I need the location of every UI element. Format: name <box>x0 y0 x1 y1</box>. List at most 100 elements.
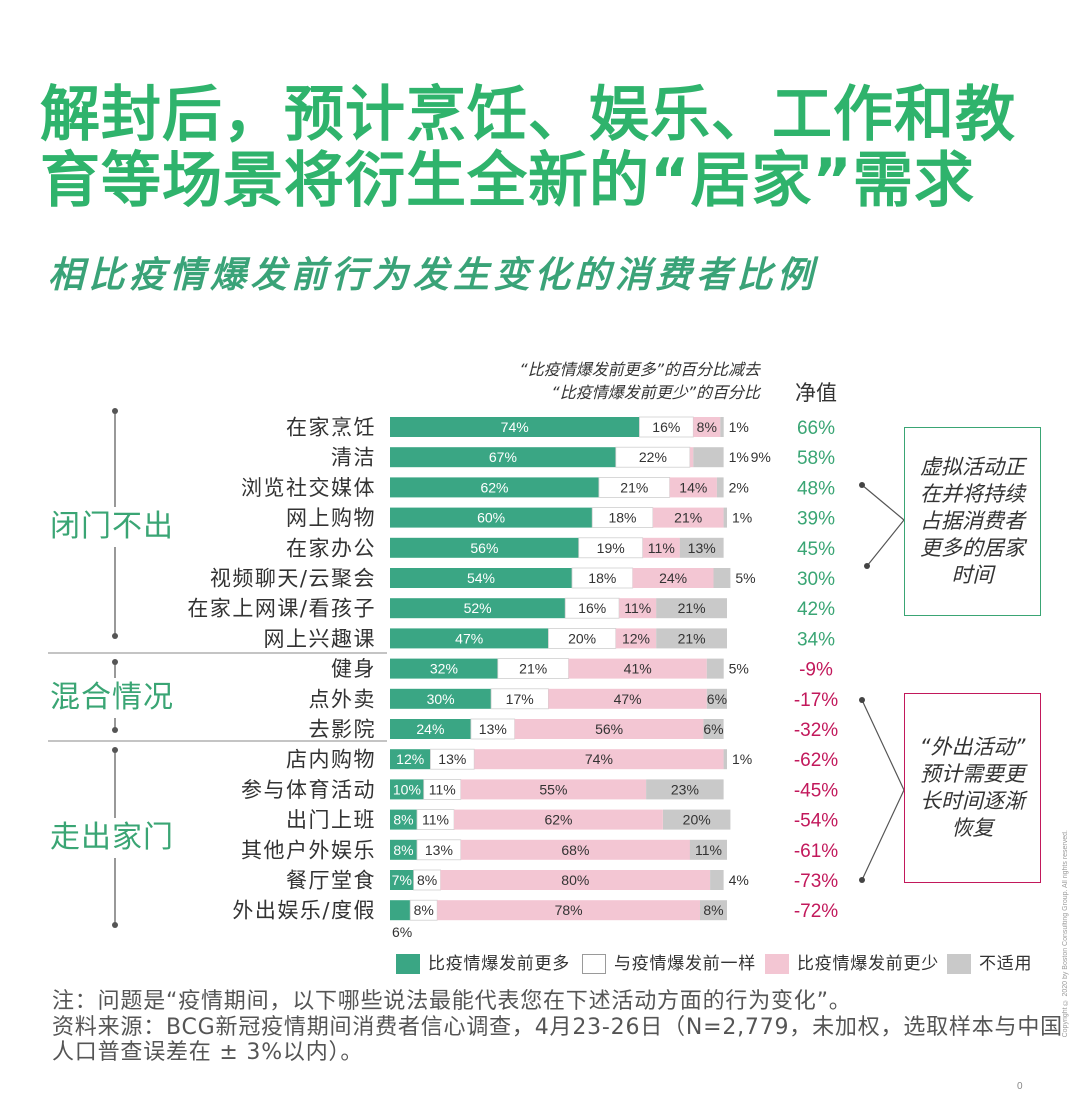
bar-row: 外出娱乐/度假6%8% 78% 8% -72% <box>232 899 838 941</box>
callout-line: 更多的居家 <box>920 536 1025 560</box>
category-label: 餐厅堂食 <box>286 869 376 893</box>
bar-label-more: 54% <box>467 570 495 586</box>
callout-connector <box>861 484 905 567</box>
category-label: 店内购物 <box>286 748 376 772</box>
bar-label-same: 13% <box>425 842 453 858</box>
category-label: 网上购物 <box>286 506 376 530</box>
net-column-header: 净值 <box>795 381 837 405</box>
bar-label-more: 52% <box>464 600 492 616</box>
bar-label-same: 18% <box>588 570 616 586</box>
bar-row: 网上购物 60% 18% 21% 1% 39% <box>286 506 835 530</box>
legend-label-same: 与疫情爆发前一样 <box>614 954 756 974</box>
bar-label-same: 17% <box>506 691 534 707</box>
category-label: 网上兴趣课 <box>264 627 377 651</box>
bar-label-same: 22% <box>639 449 667 465</box>
callout-line: 预计需要更 <box>920 762 1025 786</box>
legend-label-more: 比疫情爆发前更多 <box>428 954 570 974</box>
bar-segment-na <box>646 779 724 800</box>
bar-segment-na <box>663 809 731 830</box>
bar-row: 其他户外娱乐 8% 13% 68% 11% -61% <box>241 838 838 862</box>
connector-dot <box>859 697 865 703</box>
callout-outdoor-recovery: “外出活动” 预计需要更 长时间逐渐 恢复 <box>904 693 1041 883</box>
connector-dot <box>864 563 870 569</box>
bar-segment-na <box>656 598 727 619</box>
bar-segment-na <box>679 537 724 558</box>
bar-segment-more <box>390 598 566 619</box>
net-value-label: 30% <box>797 569 835 590</box>
group-bracket-dot <box>112 747 118 753</box>
bar-label-na: 20% <box>683 812 711 828</box>
bar-segment-less <box>514 719 704 739</box>
group-label-mixed: 混合情况 <box>50 678 174 718</box>
bar-label-more: 12% <box>396 751 424 767</box>
bar-segment-less <box>440 870 711 890</box>
bar-row: 网上兴趣课 47% 20% 12% 21% 34% <box>264 627 836 651</box>
bar-segment-less <box>460 839 690 860</box>
bar-label-na: 1% <box>732 510 752 526</box>
bar-row: 店内购物 12% 13% 74% 1% -62% <box>286 748 838 772</box>
bar-segment-less <box>689 447 694 468</box>
footnote-line: 人口普查误差在 ± 3%以内）。 <box>52 1040 364 1065</box>
bar-segment-more <box>390 537 579 558</box>
bar-row: 点外卖 30% 17% 47% 6% -17% <box>309 687 839 711</box>
bar-label-more: 74% <box>501 419 529 435</box>
bar-segment-more <box>390 688 492 709</box>
bar-label-same: 21% <box>519 661 547 677</box>
bar-label-same: 13% <box>438 751 466 767</box>
bar-segment-na <box>716 477 724 498</box>
net-value-label: -54% <box>794 811 838 832</box>
bar-label-more: 6% <box>392 924 412 940</box>
legend-item-na: 不适用 <box>947 954 1032 974</box>
bar-segment-less <box>642 537 680 558</box>
bar-segment-na <box>706 688 727 709</box>
bar-segment-more <box>390 507 593 528</box>
category-label: 参与体育活动 <box>241 778 376 802</box>
bar-label-more: 8% <box>393 842 413 858</box>
bar-segment-na <box>706 658 724 679</box>
bar-segment-less <box>693 417 721 437</box>
bar-label-more: 60% <box>477 510 505 526</box>
bar-label-more: 7% <box>392 872 412 888</box>
bar-segment-less <box>548 688 707 709</box>
callout-line: 占据消费者 <box>920 509 1025 533</box>
page-title-line: 解封后，预计烹饪、娱乐、工作和教 <box>40 80 1016 150</box>
bar-label-less: 78% <box>555 902 583 918</box>
bar-label-na: 1% <box>732 751 752 767</box>
net-value-label: 45% <box>797 539 835 560</box>
bar-segment-same <box>578 537 644 559</box>
bar-label-na: 23% <box>671 781 699 797</box>
bar-row: 参与体育活动 10% 11% 55% 23% -45% <box>241 778 838 802</box>
bar-segment-na <box>703 719 724 739</box>
bar-segment-less <box>652 507 724 528</box>
bar-row: 出门上班 8% 11% 62% 20% -54% <box>286 808 838 832</box>
bar-segment-same <box>564 597 620 619</box>
bar-segment-na <box>693 447 724 468</box>
bar-segment-na <box>689 839 727 860</box>
bar-segment-more <box>390 870 414 890</box>
bar-segment-more <box>390 809 417 830</box>
bar-label-same: 11% <box>429 781 456 797</box>
bar-label-same: 21% <box>620 479 648 495</box>
category-label: 在家上网课/看孩子 <box>187 597 376 621</box>
bar-segment-more <box>390 719 471 739</box>
net-value-label: -17% <box>794 690 838 711</box>
bar-segment-less <box>632 568 714 588</box>
bar-segment-more <box>390 417 640 437</box>
net-value-label: -61% <box>794 841 838 862</box>
legend-label-na: 不适用 <box>979 954 1033 974</box>
bar-segment-less <box>460 779 647 800</box>
bar-label-same: 8% <box>414 902 434 918</box>
bar-label-more: 8% <box>393 812 413 828</box>
bar-label-na: 1% <box>729 419 749 435</box>
bar-segment-more <box>390 839 417 860</box>
bar-segment-more <box>390 628 549 649</box>
bar-label-same: 19% <box>597 540 625 556</box>
callout-line: “外出活动” <box>919 735 1026 759</box>
bar-label-na: 4% <box>729 872 749 888</box>
bar-label-na: 6% <box>707 691 727 707</box>
bar-label-less: 11% <box>648 540 675 556</box>
bar-label-na: 2% <box>729 479 749 495</box>
page-title: 解封后，预计烹饪、娱乐、工作和教 育等场景将衍生全新的“居家”需求 <box>40 82 1016 214</box>
net-value-label: 39% <box>797 509 835 530</box>
copyright-notice: Copyright © 2020 by Boston Consulting Gr… <box>1062 830 1069 1038</box>
